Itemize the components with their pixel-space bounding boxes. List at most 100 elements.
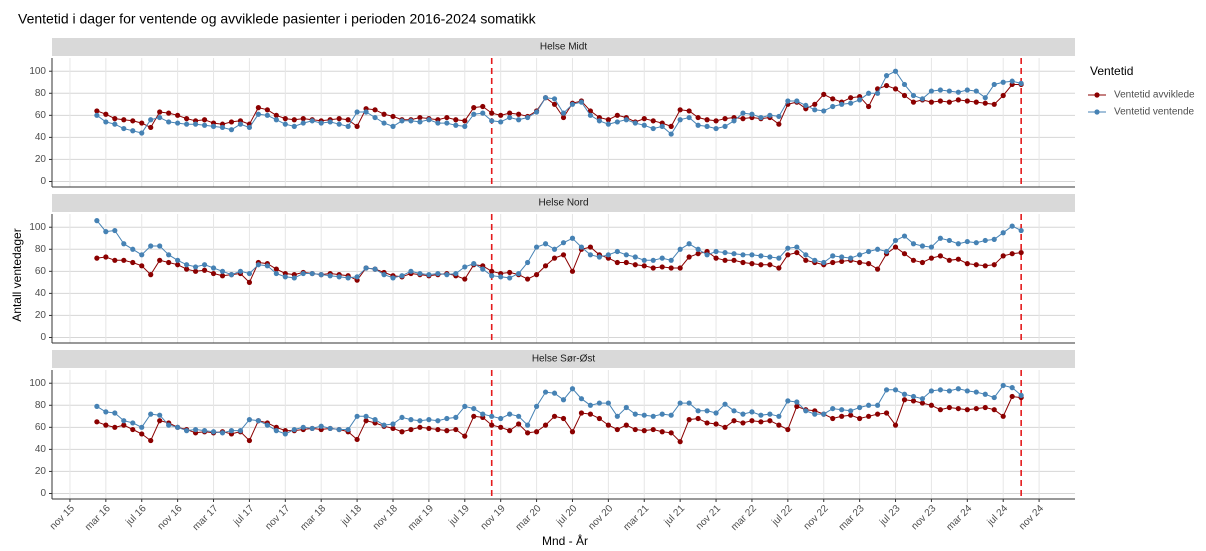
data-point — [901, 233, 908, 239]
data-point — [812, 411, 818, 417]
data-point — [471, 111, 477, 117]
x-tick-label: mar 20 — [514, 503, 544, 533]
data-point — [444, 272, 450, 278]
data-point — [282, 274, 288, 280]
data-point — [363, 413, 369, 419]
data-point — [632, 254, 638, 260]
data-point — [713, 248, 719, 255]
x-tick-label: mar 23 — [837, 503, 867, 533]
data-point — [946, 99, 952, 105]
data-point — [291, 117, 297, 123]
data-point — [453, 117, 459, 123]
data-point — [785, 252, 791, 258]
data-point — [525, 422, 531, 428]
data-point — [390, 113, 396, 120]
data-point — [300, 424, 306, 430]
data-point — [157, 418, 163, 424]
data-point — [623, 422, 629, 428]
data-point — [139, 424, 145, 430]
data-point — [507, 275, 513, 281]
data-point — [892, 68, 899, 74]
data-point — [785, 426, 791, 433]
legend-title: Ventetid — [1090, 64, 1133, 78]
data-point — [991, 101, 997, 107]
data-point — [94, 218, 100, 224]
data-point — [516, 117, 522, 123]
x-tick-label: nov 20 — [586, 503, 615, 532]
data-point — [453, 122, 459, 128]
data-point — [749, 409, 755, 415]
x-tick-label: jul 24 — [985, 503, 1011, 529]
data-point — [228, 272, 235, 278]
data-point — [112, 424, 118, 430]
data-point — [587, 402, 594, 408]
data-point — [139, 263, 145, 269]
data-point — [839, 258, 845, 265]
data-point — [246, 124, 253, 131]
data-point — [354, 123, 360, 129]
data-point — [722, 257, 728, 263]
data-point — [498, 415, 504, 422]
facet-title: Helse Midt — [540, 42, 587, 53]
data-point — [668, 430, 674, 436]
data-point — [668, 412, 674, 418]
data-point — [614, 426, 620, 433]
data-point — [578, 244, 585, 250]
data-point — [964, 98, 970, 104]
y-tick-label: 80 — [35, 244, 47, 255]
data-point — [569, 429, 576, 435]
data-point — [201, 122, 208, 128]
data-point — [408, 417, 414, 423]
data-point — [641, 116, 647, 122]
x-tick-label: jul 19 — [446, 503, 472, 529]
data-point — [237, 121, 244, 127]
data-point — [614, 248, 620, 255]
data-point — [507, 110, 513, 116]
series-line — [96, 395, 1022, 443]
data-point — [560, 415, 567, 422]
data-point — [300, 116, 306, 122]
data-point — [704, 252, 710, 258]
data-point — [121, 241, 127, 247]
data-point — [318, 272, 324, 278]
data-point — [462, 264, 468, 270]
data-point — [776, 113, 782, 120]
data-point — [794, 249, 800, 256]
data-point — [740, 116, 746, 122]
data-point — [785, 245, 791, 251]
data-point — [964, 388, 970, 394]
data-point — [435, 120, 441, 126]
data-point — [94, 112, 100, 118]
data-point — [991, 81, 997, 88]
data-point — [201, 428, 208, 434]
data-point — [444, 120, 450, 126]
x-tick-label: nov 15 — [48, 503, 77, 532]
data-point — [605, 422, 611, 428]
data-point — [785, 398, 791, 404]
data-point — [973, 262, 979, 268]
data-point — [883, 82, 890, 89]
data-point — [390, 425, 396, 432]
data-point — [892, 237, 899, 244]
data-point — [919, 396, 926, 402]
data-point — [408, 268, 414, 274]
data-point — [336, 116, 342, 122]
data-point — [148, 411, 154, 417]
data-point — [650, 125, 656, 132]
data-point — [650, 257, 656, 263]
data-point — [336, 274, 342, 280]
data-point — [650, 413, 656, 419]
data-point — [767, 411, 773, 417]
data-point — [839, 101, 845, 107]
data-point — [892, 387, 899, 393]
data-point — [659, 123, 665, 129]
data-point — [821, 259, 827, 266]
data-point — [991, 407, 997, 413]
x-tick-label: nov 21 — [694, 503, 723, 532]
data-point — [309, 425, 315, 432]
data-point — [399, 429, 405, 435]
data-point — [453, 270, 459, 277]
data-point — [605, 400, 611, 406]
data-point — [937, 98, 943, 104]
